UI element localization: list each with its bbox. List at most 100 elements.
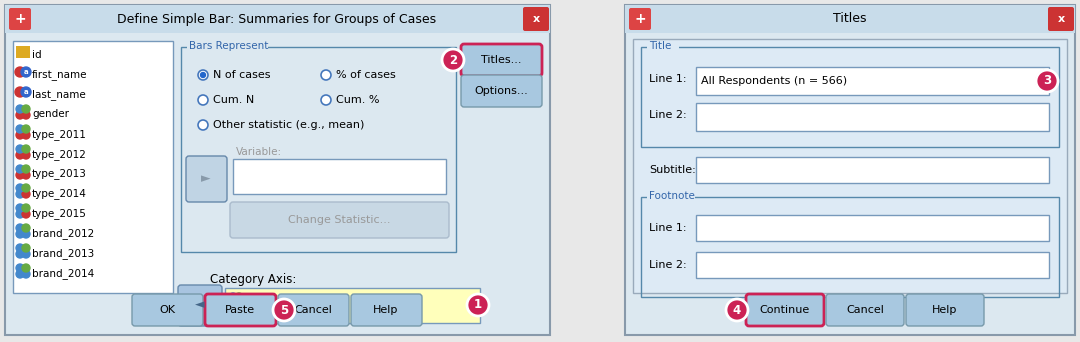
Circle shape xyxy=(235,293,243,301)
FancyBboxPatch shape xyxy=(230,202,449,238)
Text: type_2014: type_2014 xyxy=(32,188,86,199)
Bar xyxy=(696,215,1049,241)
Circle shape xyxy=(321,70,330,80)
Text: +: + xyxy=(634,12,646,26)
Bar xyxy=(696,252,1049,278)
Text: Line 2:: Line 2: xyxy=(649,260,687,270)
Text: id: id xyxy=(32,50,42,60)
Circle shape xyxy=(16,125,24,133)
Text: 5: 5 xyxy=(280,303,288,316)
Bar xyxy=(642,47,1059,147)
Circle shape xyxy=(22,171,30,179)
Text: 4: 4 xyxy=(733,303,741,316)
FancyBboxPatch shape xyxy=(629,8,651,30)
Circle shape xyxy=(22,244,30,252)
Text: Cancel: Cancel xyxy=(846,305,883,315)
Circle shape xyxy=(198,120,208,130)
Bar xyxy=(13,41,173,293)
Text: 1: 1 xyxy=(474,299,482,312)
Circle shape xyxy=(16,131,24,139)
Circle shape xyxy=(1036,70,1058,92)
Bar xyxy=(642,197,1059,297)
Circle shape xyxy=(467,294,489,316)
Circle shape xyxy=(22,230,30,238)
FancyBboxPatch shape xyxy=(278,294,349,326)
FancyBboxPatch shape xyxy=(186,156,227,202)
Circle shape xyxy=(16,190,24,198)
Text: brand_2013: brand_2013 xyxy=(32,248,94,259)
Circle shape xyxy=(22,210,30,218)
Text: brand_2014: brand_2014 xyxy=(32,268,94,279)
Circle shape xyxy=(22,270,30,278)
Circle shape xyxy=(201,73,205,78)
Bar xyxy=(225,288,480,323)
Bar xyxy=(16,46,30,58)
Text: Line 1:: Line 1: xyxy=(649,74,687,84)
Text: Variable:: Variable: xyxy=(237,147,282,157)
Text: Help: Help xyxy=(374,305,399,315)
Text: Cum. %: Cum. % xyxy=(336,95,379,105)
Text: brand_2012: brand_2012 xyxy=(32,228,94,239)
Text: Titles...: Titles... xyxy=(481,55,522,65)
Text: type_2013: type_2013 xyxy=(32,169,86,180)
Circle shape xyxy=(16,171,24,179)
Circle shape xyxy=(22,250,30,258)
Circle shape xyxy=(16,210,24,218)
Text: 3: 3 xyxy=(1043,75,1051,88)
Circle shape xyxy=(16,230,24,238)
Circle shape xyxy=(21,67,31,77)
FancyBboxPatch shape xyxy=(9,8,31,30)
Text: x: x xyxy=(1057,14,1065,24)
Text: brand_2011: brand_2011 xyxy=(245,300,311,311)
Circle shape xyxy=(22,204,30,212)
Text: Cum. N: Cum. N xyxy=(213,95,254,105)
Circle shape xyxy=(726,299,748,321)
FancyBboxPatch shape xyxy=(523,7,549,31)
Bar xyxy=(633,39,1067,293)
Circle shape xyxy=(22,184,30,192)
Text: Cancel: Cancel xyxy=(294,305,332,315)
Text: % of cases: % of cases xyxy=(336,70,395,80)
Circle shape xyxy=(229,293,237,301)
Circle shape xyxy=(15,67,25,77)
Text: Continue: Continue xyxy=(760,305,810,315)
Circle shape xyxy=(16,224,24,232)
Text: Define Simple Bar: Summaries for Groups of Cases: Define Simple Bar: Summaries for Groups … xyxy=(118,13,436,26)
Circle shape xyxy=(22,105,30,113)
Text: type_2011: type_2011 xyxy=(32,129,86,140)
FancyBboxPatch shape xyxy=(746,294,824,326)
Text: ►: ► xyxy=(201,172,211,185)
Circle shape xyxy=(16,111,24,119)
Text: gender: gender xyxy=(32,109,69,119)
Circle shape xyxy=(16,105,24,113)
Circle shape xyxy=(22,190,30,198)
Text: type_2012: type_2012 xyxy=(32,149,86,160)
FancyBboxPatch shape xyxy=(132,294,203,326)
Text: Help: Help xyxy=(932,305,958,315)
Circle shape xyxy=(15,87,25,97)
Text: type_2015: type_2015 xyxy=(32,208,86,219)
Circle shape xyxy=(16,184,24,192)
Text: Subtitle:: Subtitle: xyxy=(649,165,696,175)
Bar xyxy=(11,39,544,329)
Circle shape xyxy=(22,111,30,119)
Circle shape xyxy=(16,264,24,272)
Circle shape xyxy=(16,250,24,258)
Text: Titles: Titles xyxy=(834,13,867,26)
Circle shape xyxy=(16,165,24,173)
Text: OK: OK xyxy=(159,305,175,315)
FancyBboxPatch shape xyxy=(461,75,542,107)
Bar xyxy=(696,67,1049,95)
Circle shape xyxy=(16,244,24,252)
Text: Line 2:: Line 2: xyxy=(649,110,687,120)
Text: All Respondents (n = 566): All Respondents (n = 566) xyxy=(701,76,847,86)
Circle shape xyxy=(22,151,30,159)
Text: a: a xyxy=(24,89,28,95)
Bar xyxy=(696,157,1049,183)
FancyBboxPatch shape xyxy=(205,294,276,326)
Text: ◄: ◄ xyxy=(195,299,205,312)
Bar xyxy=(625,5,1075,335)
Text: N of cases: N of cases xyxy=(213,70,270,80)
Circle shape xyxy=(22,224,30,232)
Text: first_name: first_name xyxy=(32,69,87,80)
